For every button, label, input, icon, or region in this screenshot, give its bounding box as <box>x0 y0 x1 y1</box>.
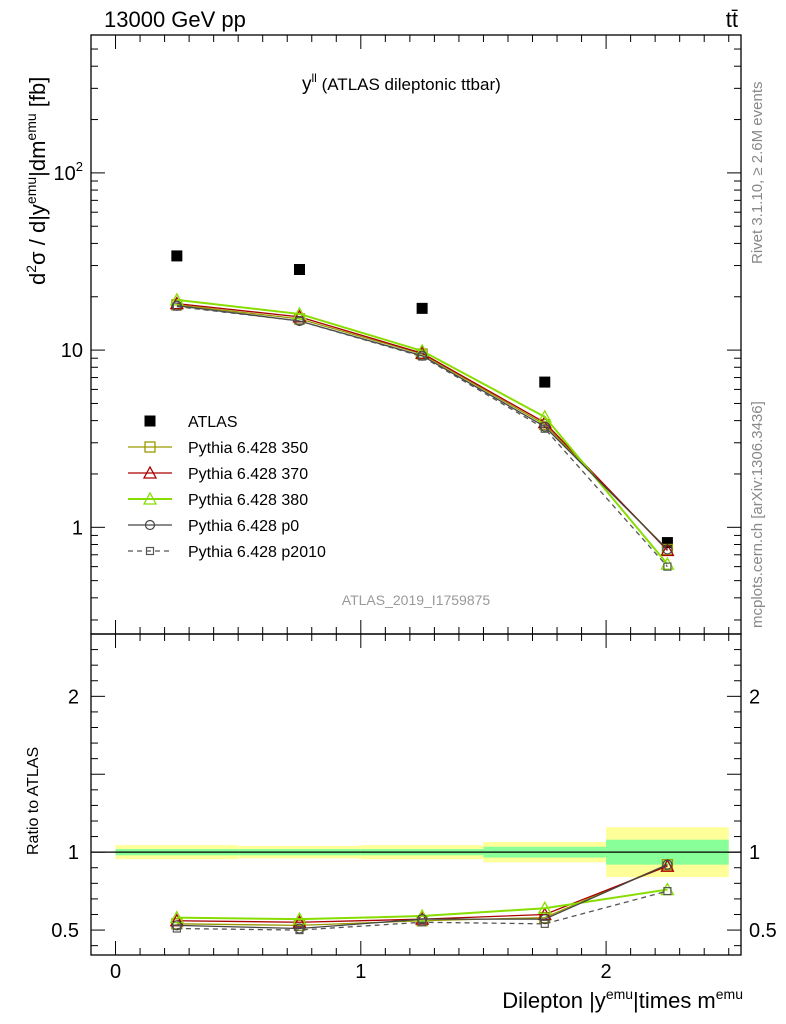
y-tick-label: 10 <box>61 340 83 362</box>
ratio-y-tick-label-left: 2 <box>68 686 79 708</box>
y-tick-label: 1 <box>72 517 83 539</box>
legend-label-4: Pythia 6.428 p0 <box>188 518 299 535</box>
legend: ATLAS Pythia 6.428 350 Pythia 6.428 370 Pyt… <box>128 414 326 561</box>
ratio-point-3-0 <box>171 920 182 931</box>
main-panel: 1 10 102 <box>54 34 742 635</box>
data-point-5-3 <box>540 424 549 433</box>
ratio-point-4-1 <box>295 925 304 935</box>
ratio-point-3-4 <box>662 859 673 870</box>
legend-label-0: ATLAS <box>188 414 238 431</box>
ratio-point-2-3 <box>537 900 552 914</box>
ratio-point-3-2 <box>417 914 428 925</box>
rivet-version-label: Rivet 3.1.10, ≥ 2.6M events <box>749 82 766 265</box>
main-y-axis-label: d2σ / d|yemu|dmemu [fb] <box>23 77 50 285</box>
legend-marker-3 <box>142 491 158 505</box>
ratio-point-4-2 <box>418 918 427 927</box>
ratio-point-1-1 <box>292 914 307 928</box>
ratio-y-tick-label-right: 0.5 <box>749 920 777 942</box>
ratio-y-tick-label-right: 1 <box>749 842 760 864</box>
data-point-0-0 <box>171 250 183 262</box>
ratio-point-2-0 <box>169 910 184 924</box>
legend-marker-1 <box>144 441 156 453</box>
plot-title-sup: ll <box>312 71 317 85</box>
legend-label-1: Pythia 6.428 350 <box>188 440 308 457</box>
data-point-2-4 <box>660 543 675 557</box>
legend-label-5: Pythia 6.428 p2010 <box>188 544 326 561</box>
legend-marker-0 <box>144 415 156 427</box>
series-line-2 <box>176 302 668 551</box>
y-tick-label: 102 <box>54 159 83 185</box>
data-point-4-4 <box>662 544 673 555</box>
ratio-point-4-3 <box>540 919 549 928</box>
data-point-5-1 <box>295 316 304 326</box>
header-process-label: tt̄ <box>726 7 738 32</box>
ratio-series-line-2 <box>176 888 668 921</box>
ratio-y-tick-label-right: 2 <box>749 686 760 708</box>
data-point-5-0 <box>172 302 181 311</box>
plot-title-rest: (ATLAS dileptonic ttbar) <box>317 75 501 94</box>
data-point-0-2 <box>416 302 428 314</box>
data-point-2-1 <box>292 309 307 323</box>
ratio-series-line-4 <box>176 890 668 931</box>
data-point-5-2 <box>418 352 427 361</box>
x-axis-label: Dilepton |yemu|times memu <box>502 986 743 1013</box>
ratio-frame <box>90 633 742 956</box>
legend-marker-5 <box>145 546 155 556</box>
plot-title: yll (ATLAS dileptonic ttbar) <box>302 71 501 95</box>
legend-marker-2 <box>142 465 158 479</box>
ratio-point-3-3 <box>539 914 550 925</box>
ratio-y-axis-label: Ratio to ATLAS <box>25 747 42 855</box>
series-line-4 <box>176 305 668 550</box>
data-point-0-3 <box>539 376 551 388</box>
x-tick-label: 1 <box>355 961 366 983</box>
analysis-id-label: ATLAS_2019_I1759875 <box>342 592 491 608</box>
ratio-y-tick-label-left: 1 <box>68 842 79 864</box>
plot-title-main: y <box>302 74 312 95</box>
ratio-panel: 0 1 2 0.5 0.5 1 1 2 2 <box>51 633 777 983</box>
series-line-5 <box>176 305 668 568</box>
ratio-y-tick-label-left: 0.5 <box>51 920 79 942</box>
data-point-3-1 <box>292 306 307 320</box>
ratio-point-4-0 <box>172 924 181 933</box>
data-point-0-1 <box>293 264 305 276</box>
x-tick-label: 2 <box>601 961 612 983</box>
header-energy-label: 13000 GeV pp <box>104 7 246 32</box>
legend-label-3: Pythia 6.428 380 <box>188 492 308 509</box>
data-point-3-0 <box>169 292 184 306</box>
legend-marker-4 <box>144 519 156 531</box>
legend-label-2: Pythia 6.428 370 <box>188 466 308 483</box>
mcplots-reference-label: mcplots.cern.ch [arXiv:1306.3436] <box>749 401 766 628</box>
series-line-1 <box>176 304 668 550</box>
ratio-point-4-4 <box>663 887 672 896</box>
x-tick-label: 0 <box>110 961 121 983</box>
data-point-0-4 <box>661 537 673 549</box>
data-point-5-4 <box>663 562 672 571</box>
